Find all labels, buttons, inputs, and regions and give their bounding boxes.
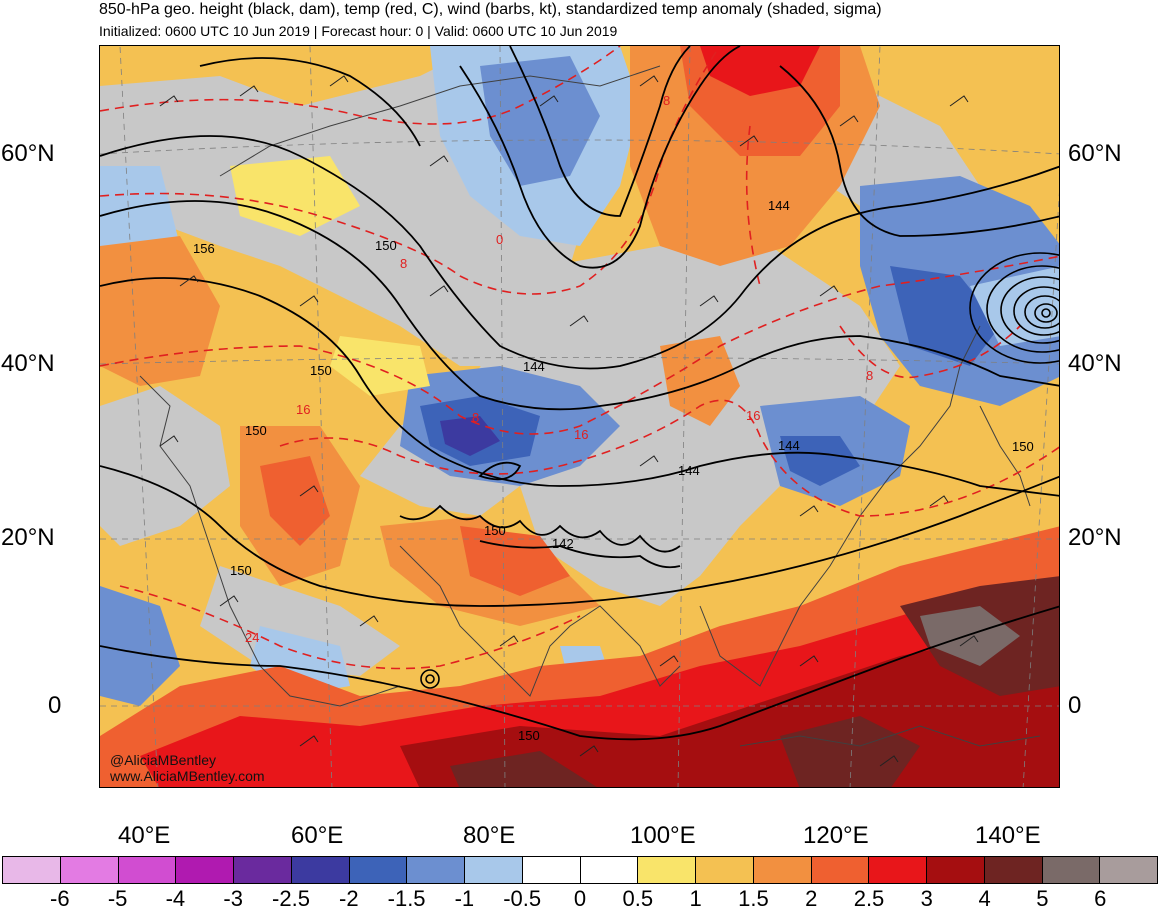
temp-label: 8 xyxy=(400,256,407,271)
height-label: 144 xyxy=(768,198,790,213)
lat-label-left: 20°N xyxy=(1,524,55,551)
colorbar-swatch xyxy=(696,857,754,883)
temp-contour-labels: 8 8 8 8 16 16 16 24 0 xyxy=(245,93,873,645)
colorbar-label: 0.5 xyxy=(622,886,654,911)
lon-label: 140°E xyxy=(975,822,1041,849)
temp-label: 8 xyxy=(866,368,873,383)
map-title: 850-hPa geo. height (black, dam), temp (… xyxy=(99,1,882,18)
colorbar-swatch xyxy=(118,857,177,883)
cold-anomaly-shading xyxy=(100,46,1059,706)
height-label: 144 xyxy=(678,463,700,478)
height-label: 150 xyxy=(375,238,397,253)
colorbar-label: -2 xyxy=(339,886,359,911)
height-contour-labels: 156 150 150 150 150 144 144 144 144 150 … xyxy=(193,198,1034,743)
lat-label-right: 60°N xyxy=(1068,140,1122,167)
colorbar-swatch xyxy=(291,857,350,883)
height-label: 150 xyxy=(245,423,267,438)
temp-label: 16 xyxy=(746,408,760,423)
low-pressure-center xyxy=(969,252,1059,364)
colorbar-swatch xyxy=(465,857,523,883)
lon-label: 100°E xyxy=(630,822,696,849)
colorbar-label: 1.5 xyxy=(738,886,769,911)
credit-handle: @AliciaMBentley xyxy=(110,752,217,768)
height-label: 144 xyxy=(523,359,545,374)
height-label: 150 xyxy=(1012,439,1034,454)
lat-label-right: 20°N xyxy=(1068,524,1122,551)
colorbar-label: 5 xyxy=(1036,886,1049,911)
credit-website: www.AliciaMBentley.com xyxy=(110,768,265,784)
height-label: 150 xyxy=(518,728,540,743)
temp-label: 24 xyxy=(245,630,259,645)
hot-anomaly-shading xyxy=(100,526,1059,787)
warm-anomaly-shading xyxy=(100,46,1059,626)
height-label: 150 xyxy=(230,563,252,578)
colorbar-swatch xyxy=(927,857,985,883)
colorbar-label: 3 xyxy=(920,886,933,911)
colorbar-label: -2.5 xyxy=(272,886,310,911)
lat-label-left: 60°N xyxy=(1,140,55,167)
map-panel[interactable]: 156 150 150 150 150 144 144 144 144 150 … xyxy=(99,45,1060,788)
colorbar-swatch xyxy=(869,857,927,883)
colorbar-swatch xyxy=(1042,857,1101,883)
colorbar-swatch xyxy=(638,857,696,883)
temp-label: 16 xyxy=(574,427,588,442)
colorbar-label: -6 xyxy=(50,886,70,911)
height-label: 142 xyxy=(552,536,574,551)
colorbar-label: 2 xyxy=(805,886,818,911)
lon-label: 120°E xyxy=(803,822,869,849)
lat-label-left: 0 xyxy=(48,692,62,719)
colorbar-swatch xyxy=(407,857,465,883)
colorbar-swatch xyxy=(3,857,61,883)
colorbar-label: 6 xyxy=(1094,886,1107,911)
temp-label: 16 xyxy=(296,402,310,417)
height-label: 144 xyxy=(778,438,800,453)
colorbar-swatch xyxy=(176,857,234,883)
colorbar-label: -1 xyxy=(454,886,475,911)
colorbar-swatch xyxy=(753,857,812,883)
height-label: 150 xyxy=(484,523,506,538)
height-label: 150 xyxy=(310,363,332,378)
colorbar-label: 1 xyxy=(689,886,702,911)
colorbar-swatch xyxy=(522,857,581,883)
colorbar-swatch xyxy=(234,857,292,883)
colorbar-swatch xyxy=(580,857,639,883)
height-label: 156 xyxy=(193,241,215,256)
colorbar-swatch xyxy=(811,857,870,883)
colorbar-swatch xyxy=(984,857,1043,883)
map-canvas: 156 150 150 150 150 144 144 144 144 150 … xyxy=(100,46,1059,787)
wind-barbs xyxy=(159,75,979,767)
lon-label: 60°E xyxy=(291,822,344,849)
colorbar-swatch xyxy=(349,857,408,883)
colorbar-label: 2.5 xyxy=(853,886,885,911)
graticule xyxy=(100,46,1059,787)
colorbar-label: -3 xyxy=(223,886,243,911)
map-subtitle: Initialized: 0600 UTC 10 Jun 2019 | Fore… xyxy=(99,23,618,39)
anomaly-colorbar xyxy=(2,856,1158,884)
colorbar-label: -4 xyxy=(165,886,186,911)
colorbar-swatch xyxy=(60,857,119,883)
lat-label-right: 40°N xyxy=(1068,350,1122,377)
lat-label-right: 0 xyxy=(1068,692,1082,719)
colorbar-swatch xyxy=(1100,857,1157,883)
coastlines xyxy=(139,65,1041,747)
lat-label-left: 40°N xyxy=(1,350,55,377)
colorbar-label: -1.5 xyxy=(387,886,426,911)
temp-label: 8 xyxy=(663,93,670,108)
colorbar-label: -5 xyxy=(107,886,128,911)
lon-label: 40°E xyxy=(118,822,171,849)
lon-label: 80°E xyxy=(463,822,516,849)
colorbar-label: 0 xyxy=(573,886,587,911)
colorbar-label: -0.5 xyxy=(503,886,542,911)
tropical-low-center xyxy=(420,669,440,689)
height-contours xyxy=(100,46,1059,741)
temp-label: 8 xyxy=(472,410,479,425)
temp-label: 0 xyxy=(496,232,503,247)
colorbar-label: 4 xyxy=(978,886,991,911)
